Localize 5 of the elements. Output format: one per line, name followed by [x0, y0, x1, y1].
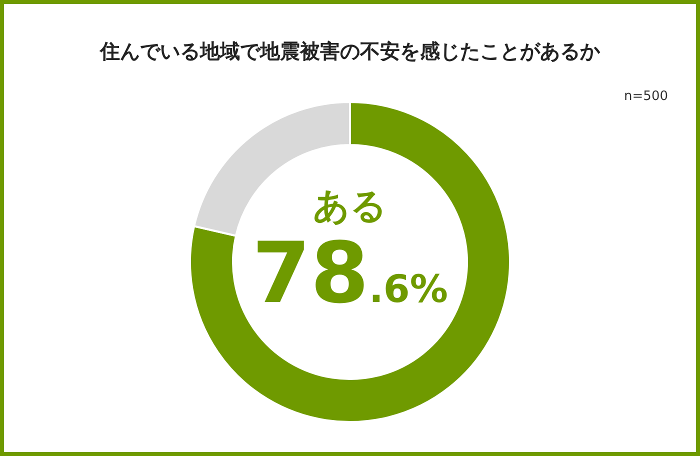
slice-label: ある [313, 186, 387, 227]
text: n=500 [624, 89, 668, 104]
data-label: 78.6% [252, 224, 448, 322]
chart-title: 住んでいる地域で地震被害の不安を感じたことがあるか [99, 39, 601, 63]
donut-slice [189, 101, 511, 423]
